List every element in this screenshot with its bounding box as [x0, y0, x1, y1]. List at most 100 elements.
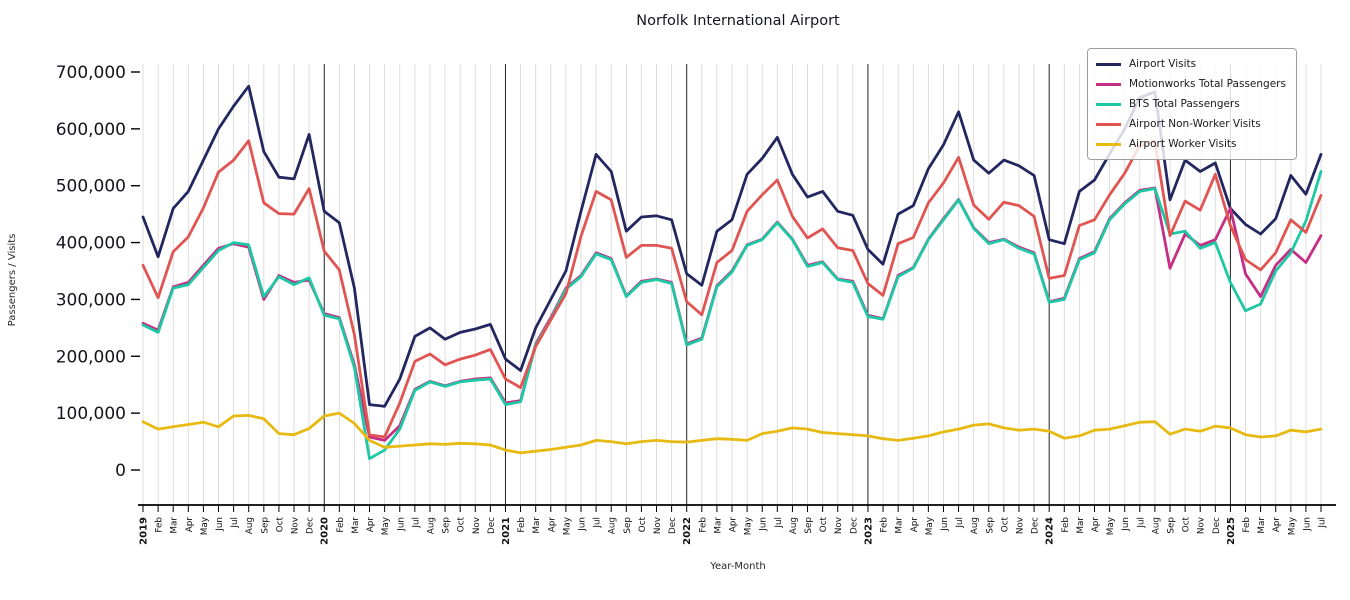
svg-text:Feb: Feb: [1242, 517, 1252, 533]
svg-text:Dec: Dec: [849, 517, 859, 534]
svg-text:Oct: Oct: [1182, 516, 1192, 532]
svg-text:Mar: Mar: [895, 517, 905, 534]
svg-text:Jun: Jun: [215, 517, 225, 532]
svg-text:Nov: Nov: [653, 517, 663, 534]
svg-text:Sep: Sep: [985, 517, 995, 534]
svg-text:Nov: Nov: [472, 517, 482, 534]
svg-text:Jun: Jun: [759, 517, 769, 532]
svg-text:Jul: Jul: [955, 517, 965, 529]
y-axis-title: Passengers / Visits: [7, 233, 18, 327]
svg-text:0: 0: [115, 461, 126, 481]
svg-text:Aug: Aug: [789, 517, 799, 534]
legend-item: Airport Worker Visits: [1096, 135, 1286, 153]
svg-text:Jul: Jul: [593, 517, 603, 529]
svg-text:700,000: 700,000: [56, 63, 126, 83]
legend-line-swatch: [1096, 62, 1121, 66]
svg-text:Jul: Jul: [774, 517, 784, 529]
svg-text:400,000: 400,000: [56, 234, 126, 254]
svg-text:Apr: Apr: [547, 517, 557, 533]
svg-text:Jul: Jul: [411, 517, 421, 529]
legend-line-swatch: [1096, 142, 1121, 146]
svg-text:Sep: Sep: [442, 517, 452, 534]
svg-text:2025: 2025: [1226, 517, 1237, 545]
svg-text:May: May: [744, 517, 754, 535]
svg-text:Mar: Mar: [351, 517, 361, 534]
legend-line-swatch: [1096, 102, 1121, 106]
svg-text:Apr: Apr: [729, 517, 739, 533]
svg-text:Jun: Jun: [940, 517, 950, 532]
svg-text:Aug: Aug: [1151, 517, 1161, 534]
svg-text:2024: 2024: [1045, 517, 1056, 545]
svg-text:Mar: Mar: [1257, 517, 1267, 534]
svg-text:Apr: Apr: [185, 517, 195, 533]
svg-text:May: May: [200, 517, 210, 535]
svg-text:May: May: [1287, 517, 1297, 535]
svg-text:2022: 2022: [682, 517, 693, 545]
svg-text:2019: 2019: [139, 517, 150, 545]
legend-label: Airport Worker Visits: [1129, 138, 1237, 150]
svg-text:Mar: Mar: [170, 517, 180, 534]
svg-text:Apr: Apr: [1272, 517, 1282, 533]
x-axis-title: Year-Month: [710, 561, 766, 572]
svg-text:2020: 2020: [320, 517, 331, 545]
svg-text:Dec: Dec: [487, 517, 497, 534]
legend-label: Airport Visits: [1129, 58, 1197, 70]
svg-text:Nov: Nov: [291, 517, 301, 534]
svg-text:Jun: Jun: [577, 517, 587, 532]
svg-text:May: May: [1106, 517, 1116, 535]
svg-text:Dec: Dec: [1212, 517, 1222, 534]
svg-text:Dec: Dec: [306, 517, 316, 534]
legend-label: Motionworks Total Passengers: [1129, 78, 1286, 90]
svg-text:Mar: Mar: [713, 517, 723, 534]
svg-text:Jun: Jun: [396, 517, 406, 532]
svg-text:Aug: Aug: [970, 517, 980, 534]
legend-line-swatch: [1096, 122, 1121, 126]
svg-text:Nov: Nov: [1015, 517, 1025, 534]
svg-text:Sep: Sep: [260, 517, 270, 534]
legend-label: BTS Total Passengers: [1129, 98, 1240, 110]
svg-text:Jul: Jul: [1136, 517, 1146, 529]
svg-text:Mar: Mar: [532, 517, 542, 534]
svg-text:Oct: Oct: [457, 516, 467, 532]
svg-text:Dec: Dec: [668, 517, 678, 534]
svg-text:Oct: Oct: [638, 516, 648, 532]
svg-text:Feb: Feb: [698, 517, 708, 533]
svg-text:Feb: Feb: [336, 517, 346, 533]
legend-line-swatch: [1096, 82, 1121, 86]
svg-text:600,000: 600,000: [56, 120, 126, 140]
svg-text:2023: 2023: [863, 517, 874, 545]
svg-text:Sep: Sep: [804, 517, 814, 534]
svg-text:Dec: Dec: [1031, 517, 1041, 534]
svg-text:Feb: Feb: [880, 517, 890, 533]
chart-title: Norfolk International Airport: [636, 13, 840, 29]
svg-text:Feb: Feb: [155, 517, 165, 533]
svg-text:Aug: Aug: [608, 517, 618, 534]
svg-text:Sep: Sep: [623, 517, 633, 534]
svg-text:May: May: [562, 517, 572, 535]
svg-text:100,000: 100,000: [56, 404, 126, 424]
svg-text:Oct: Oct: [275, 516, 285, 532]
svg-text:Aug: Aug: [245, 517, 255, 534]
legend-item: Motionworks Total Passengers: [1096, 75, 1286, 93]
svg-text:Mar: Mar: [1076, 517, 1086, 534]
legend-label: Airport Non-Worker Visits: [1129, 118, 1261, 130]
svg-text:500,000: 500,000: [56, 177, 126, 197]
svg-text:Sep: Sep: [1167, 517, 1177, 534]
legend-item: BTS Total Passengers: [1096, 95, 1286, 113]
svg-text:Nov: Nov: [1197, 517, 1207, 534]
legend-item: Airport Non-Worker Visits: [1096, 115, 1286, 133]
svg-text:Oct: Oct: [819, 516, 829, 532]
svg-text:May: May: [925, 517, 935, 535]
svg-text:Nov: Nov: [834, 517, 844, 534]
svg-text:Apr: Apr: [1091, 517, 1101, 533]
legend-item: Airport Visits: [1096, 55, 1286, 73]
svg-text:Feb: Feb: [517, 517, 527, 533]
svg-text:Feb: Feb: [1061, 517, 1071, 533]
svg-text:May: May: [381, 517, 391, 535]
svg-text:Apr: Apr: [910, 517, 920, 533]
svg-text:Apr: Apr: [366, 517, 376, 533]
svg-text:300,000: 300,000: [56, 290, 126, 310]
svg-text:Jun: Jun: [1302, 517, 1312, 532]
svg-text:2021: 2021: [501, 517, 512, 545]
